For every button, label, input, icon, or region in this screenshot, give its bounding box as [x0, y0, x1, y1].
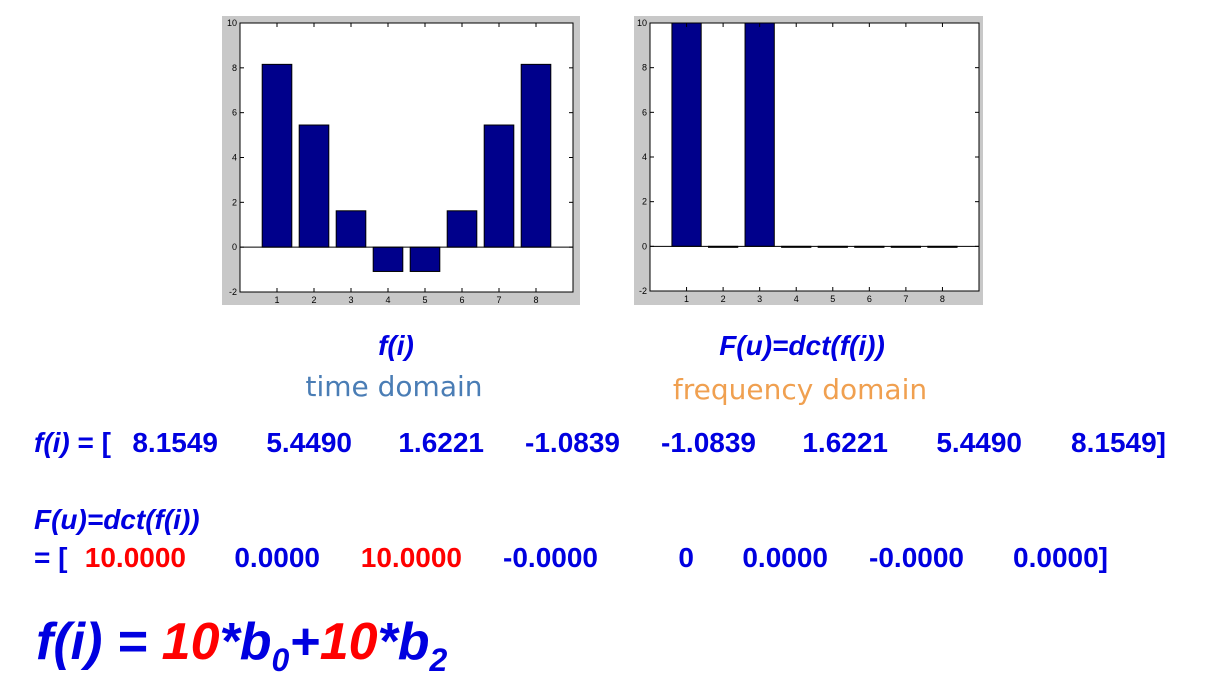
x-tick-label: 6: [459, 295, 464, 305]
y-tick-label: 4: [642, 152, 647, 162]
fi-value: -1.0839: [525, 427, 620, 458]
x-tick-label: 4: [385, 295, 390, 305]
time-domain-equation: f(i): [378, 330, 414, 361]
y-tick-label: -2: [639, 286, 647, 296]
frequency-domain-chart: -2 0 2 4 6 8 10 1 2 3 4 5 6 7 8: [634, 16, 983, 305]
y-tick-label: 8: [232, 63, 237, 73]
x-tick-label: 6: [867, 294, 872, 304]
y-tick-label: 8: [642, 63, 647, 73]
x-tick-label: 5: [830, 294, 835, 304]
x-tick-label: 8: [533, 295, 538, 305]
y-tick-label: 0: [642, 241, 647, 251]
fu-label: F(u)=dct(f(i)): [34, 504, 200, 535]
y-tick-label: 10: [227, 18, 237, 28]
bar: [261, 63, 293, 248]
time-domain-chart: -2 0 2 4 6 8 10 1 2 3 4 5 6 7 8: [222, 16, 580, 305]
fi-value: 1.6221: [398, 427, 484, 458]
bar: [446, 210, 478, 248]
formula-sub-2: 2: [429, 642, 448, 678]
formula-sub-0: 0: [271, 642, 290, 678]
y-tick-label: 2: [642, 197, 647, 207]
x-tick-label: 4: [794, 294, 799, 304]
y-tick-label: 6: [642, 107, 647, 117]
fu-value: -0.0000: [503, 542, 598, 573]
y-tick-label: 10: [637, 18, 647, 28]
x-tick-label: 8: [940, 294, 945, 304]
y-tick-label: 6: [232, 108, 237, 118]
bar: [335, 210, 367, 248]
x-tick-label: 3: [348, 295, 353, 305]
frequency-domain-equation: F(u)=dct(f(i)): [719, 330, 885, 361]
fi-values-line: f(i) = [: [34, 427, 111, 459]
bar: [409, 246, 441, 272]
fi-value: 5.4490: [266, 427, 352, 458]
formula-term-0: *b: [219, 613, 272, 671]
fi-label: f(i): [34, 427, 70, 458]
x-tick-label: 7: [903, 294, 908, 304]
bar: [372, 246, 404, 272]
formula-term-2: *b: [377, 613, 430, 671]
bar: [671, 22, 702, 247]
x-tick-label: 1: [684, 294, 689, 304]
frequency-domain-label: frequency domain: [672, 373, 928, 406]
bar: [483, 124, 515, 248]
fi-value: 5.4490: [936, 427, 1022, 458]
x-tick-label: 2: [311, 295, 316, 305]
fu-value: 10.0000: [360, 542, 462, 573]
fi-value: 8.1549]: [1071, 427, 1166, 458]
y-tick-label: 4: [232, 153, 237, 163]
time-domain-label: time domain: [305, 370, 483, 403]
x-tick-label: 2: [721, 294, 726, 304]
x-tick-label: 7: [496, 295, 501, 305]
bar: [520, 63, 552, 248]
fi-value: 8.1549: [132, 427, 218, 458]
fu-prefix: = [: [34, 542, 68, 573]
y-tick-label: -2: [229, 287, 237, 297]
fi-eq: = [: [69, 427, 111, 458]
fu-value: 0.0000]: [1013, 542, 1108, 573]
formula-lhs: f(i) =: [36, 613, 162, 671]
bar: [744, 22, 775, 247]
fu-value: 10.0000: [84, 542, 186, 573]
x-tick-label: 5: [422, 295, 427, 305]
formula-plus: +: [289, 613, 320, 671]
formula-coef-0: 10: [161, 613, 220, 671]
fi-value: -1.0839: [661, 427, 756, 458]
fu-value: 0: [678, 542, 694, 573]
fu-value: 0.0000: [742, 542, 828, 573]
y-tick-label: 0: [232, 242, 237, 252]
x-tick-label: 1: [274, 295, 279, 305]
fi-value: 1.6221: [802, 427, 888, 458]
formula-coef-2: 10: [319, 613, 378, 671]
x-tick-label: 3: [757, 294, 762, 304]
dct-basis-formula: f(i) = 10*b0+10*b2: [36, 612, 447, 679]
fu-value: 0.0000: [234, 542, 320, 573]
bar: [298, 124, 330, 248]
y-tick-label: 2: [232, 197, 237, 207]
fu-value: -0.0000: [869, 542, 964, 573]
